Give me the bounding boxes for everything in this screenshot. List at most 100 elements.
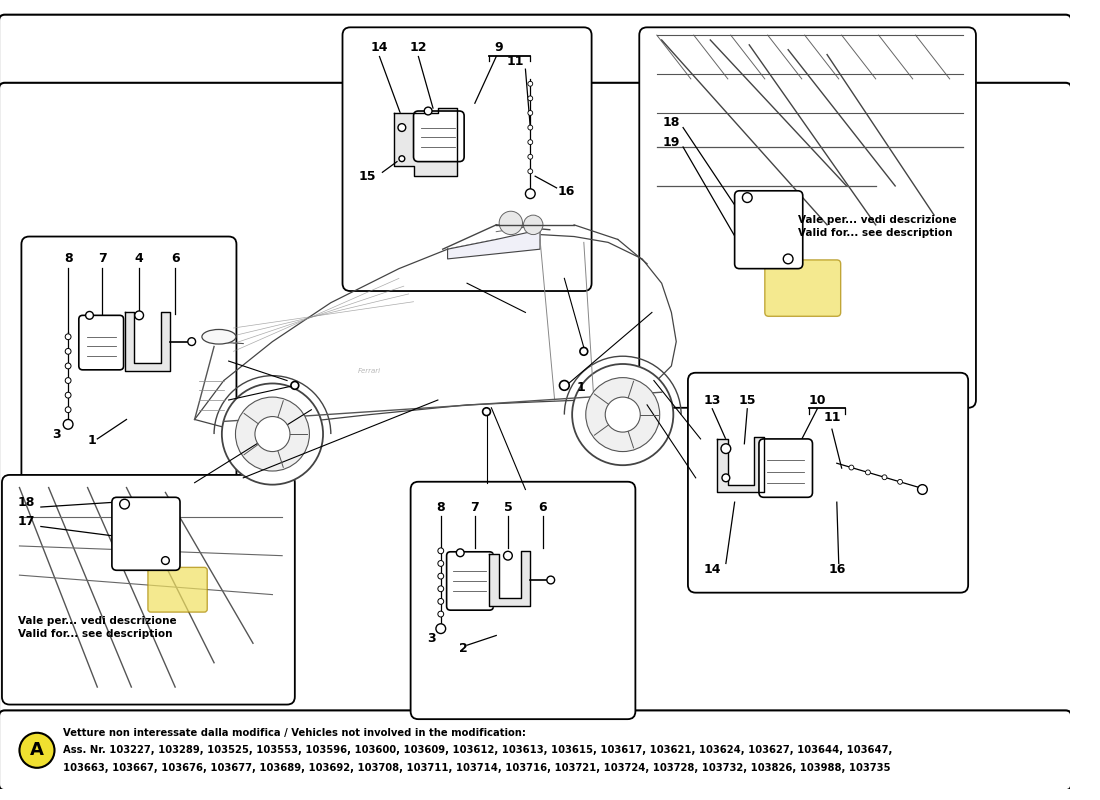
Text: Ass. Nr. 103227, 103289, 103525, 103553, 103596, 103600, 103609, 103612, 103613,: Ass. Nr. 103227, 103289, 103525, 103553,… xyxy=(63,746,892,755)
Circle shape xyxy=(65,392,72,398)
FancyBboxPatch shape xyxy=(0,82,1071,790)
Circle shape xyxy=(438,586,443,592)
Circle shape xyxy=(586,378,660,451)
Text: 14: 14 xyxy=(371,42,388,54)
Text: 2: 2 xyxy=(459,642,468,654)
Circle shape xyxy=(882,475,887,480)
Text: 18: 18 xyxy=(662,116,680,129)
Circle shape xyxy=(438,561,443,566)
Text: 9: 9 xyxy=(495,42,504,54)
Circle shape xyxy=(783,254,793,264)
Circle shape xyxy=(524,215,543,234)
FancyBboxPatch shape xyxy=(639,27,976,408)
Text: 15: 15 xyxy=(359,170,376,182)
Circle shape xyxy=(504,551,513,560)
Text: 3: 3 xyxy=(427,632,436,645)
Circle shape xyxy=(528,140,532,145)
Circle shape xyxy=(399,156,405,162)
Circle shape xyxy=(528,169,532,174)
Text: 4: 4 xyxy=(135,253,143,266)
Circle shape xyxy=(65,363,72,369)
Text: 12: 12 xyxy=(409,42,427,54)
FancyBboxPatch shape xyxy=(112,498,180,570)
Circle shape xyxy=(398,124,406,131)
Text: 19: 19 xyxy=(662,136,680,149)
Text: 11: 11 xyxy=(823,411,840,424)
Circle shape xyxy=(188,338,196,346)
Circle shape xyxy=(580,347,587,355)
FancyBboxPatch shape xyxy=(2,475,295,705)
Circle shape xyxy=(436,624,446,634)
FancyBboxPatch shape xyxy=(414,111,464,162)
Text: 7: 7 xyxy=(98,253,107,266)
Circle shape xyxy=(898,479,902,484)
Circle shape xyxy=(528,96,532,101)
Text: 10: 10 xyxy=(808,394,826,406)
Polygon shape xyxy=(195,234,676,427)
Circle shape xyxy=(456,549,464,557)
Circle shape xyxy=(720,444,730,454)
Circle shape xyxy=(20,733,55,768)
Circle shape xyxy=(528,82,532,86)
Circle shape xyxy=(528,154,532,159)
Circle shape xyxy=(255,417,290,451)
FancyBboxPatch shape xyxy=(735,191,803,269)
Circle shape xyxy=(483,408,491,415)
Text: 18: 18 xyxy=(18,496,35,509)
FancyBboxPatch shape xyxy=(147,567,207,612)
FancyBboxPatch shape xyxy=(79,315,123,370)
Ellipse shape xyxy=(202,330,236,344)
Circle shape xyxy=(438,548,443,554)
Text: 8: 8 xyxy=(64,253,73,266)
Circle shape xyxy=(162,557,169,565)
Circle shape xyxy=(290,382,299,390)
Circle shape xyxy=(528,125,532,130)
Circle shape xyxy=(63,419,73,429)
Text: 5: 5 xyxy=(504,501,513,514)
Text: Vetture non interessate dalla modifica / Vehicles not involved in the modificati: Vetture non interessate dalla modifica /… xyxy=(63,728,526,738)
Circle shape xyxy=(425,107,432,115)
Circle shape xyxy=(222,383,323,485)
Text: A: A xyxy=(30,742,44,759)
FancyBboxPatch shape xyxy=(447,552,493,610)
Text: 1: 1 xyxy=(88,434,97,447)
Text: 13: 13 xyxy=(704,394,720,406)
Circle shape xyxy=(605,397,640,432)
Circle shape xyxy=(438,573,443,579)
Circle shape xyxy=(526,189,536,198)
FancyBboxPatch shape xyxy=(410,482,636,719)
Circle shape xyxy=(572,364,673,465)
Circle shape xyxy=(120,499,130,509)
Circle shape xyxy=(866,470,870,475)
Circle shape xyxy=(235,397,309,471)
Text: Vale per... vedi descrizione
Valid for... see description: Vale per... vedi descrizione Valid for..… xyxy=(18,616,176,639)
Circle shape xyxy=(65,407,72,413)
Circle shape xyxy=(65,334,72,340)
FancyBboxPatch shape xyxy=(688,373,968,593)
FancyBboxPatch shape xyxy=(21,237,236,495)
Circle shape xyxy=(438,611,443,617)
Circle shape xyxy=(65,349,72,354)
Polygon shape xyxy=(717,437,763,493)
Circle shape xyxy=(438,598,443,604)
FancyBboxPatch shape xyxy=(0,710,1071,790)
Polygon shape xyxy=(448,230,540,259)
Text: passion for parts since 1€: passion for parts since 1€ xyxy=(176,308,723,648)
Circle shape xyxy=(547,576,554,584)
Text: 103663, 103667, 103676, 103677, 103689, 103692, 103708, 103711, 103714, 103716, : 103663, 103667, 103676, 103677, 103689, … xyxy=(63,763,891,773)
Text: Ferrari: Ferrari xyxy=(359,368,382,374)
Polygon shape xyxy=(490,551,530,606)
FancyBboxPatch shape xyxy=(0,14,1071,718)
FancyBboxPatch shape xyxy=(764,260,840,316)
Circle shape xyxy=(849,465,854,470)
Text: 6: 6 xyxy=(539,501,548,514)
FancyBboxPatch shape xyxy=(759,439,813,498)
Circle shape xyxy=(722,474,729,482)
Text: 16: 16 xyxy=(828,563,846,576)
Text: 14: 14 xyxy=(704,563,720,576)
Circle shape xyxy=(135,311,143,320)
Text: 3: 3 xyxy=(52,427,60,441)
Text: 15: 15 xyxy=(738,394,756,406)
Polygon shape xyxy=(394,108,458,176)
Circle shape xyxy=(917,485,927,494)
